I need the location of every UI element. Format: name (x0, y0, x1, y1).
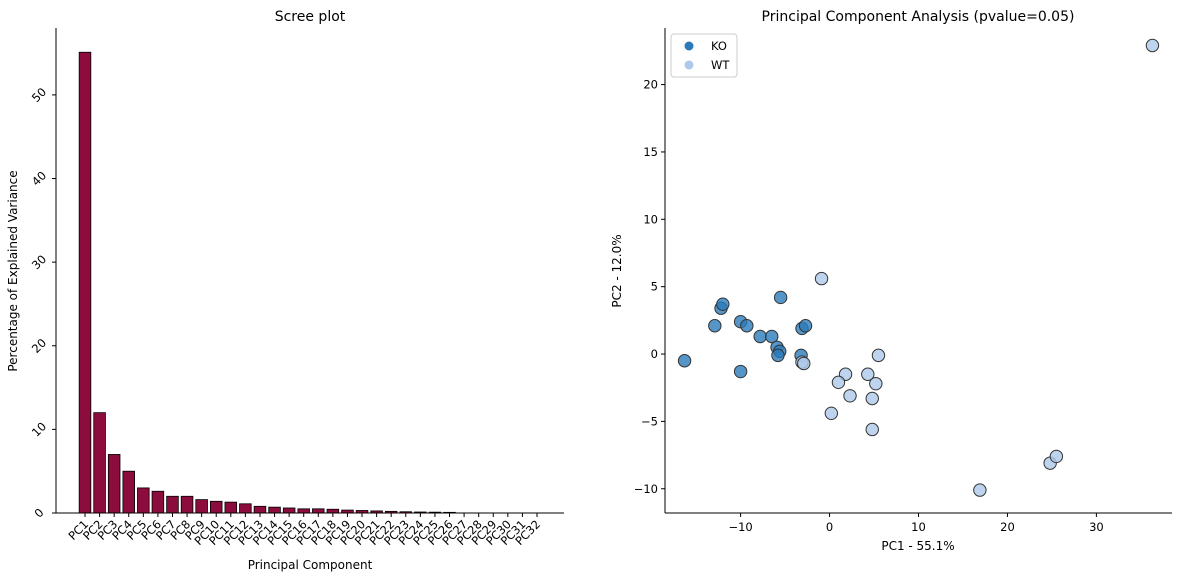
point-wt (871, 348, 886, 363)
pca-plot-panel: Principal Component Analysis (pvalue=0.0… (610, 9, 1172, 553)
pca-title: Principal Component Analysis (pvalue=0.0… (762, 9, 1075, 25)
scree-ytick-label: 10 (29, 419, 49, 439)
pca-ytick-label: 20 (643, 78, 658, 92)
pca-xtick-label: −10 (728, 520, 752, 534)
legend-wt-marker (684, 60, 694, 70)
scree-ytick-label: 20 (29, 336, 49, 356)
pca-ytick-label: 15 (643, 145, 658, 159)
point-wt (973, 483, 987, 497)
bar-pc12 (239, 503, 252, 514)
point-wt (869, 376, 883, 391)
point-ko (740, 319, 754, 333)
pca-xtick-label: 30 (1089, 520, 1104, 534)
point-wt (1049, 449, 1064, 464)
bar-pc7 (166, 495, 179, 514)
bar-pc13 (253, 505, 267, 514)
scree-ytick-label: 30 (29, 252, 49, 272)
point-ko (798, 319, 813, 333)
point-ko (733, 364, 748, 379)
point-ko (708, 319, 722, 333)
pca-ytick-label: 10 (643, 212, 658, 226)
pca-ytick-label: 0 (651, 347, 658, 361)
bar-pc3 (107, 454, 121, 514)
bar-pc10 (209, 500, 223, 514)
scree-ylabel: Percentage of Explained Variance (6, 170, 20, 371)
scree-plot-panel: Scree plot Principal Component Percentag… (6, 9, 564, 572)
bar-pc6 (151, 490, 165, 514)
pca-ytick-label: −10 (634, 482, 658, 496)
bar-pc16 (297, 508, 310, 514)
bar-pc14 (268, 506, 281, 514)
pca-legend: KO WT (670, 33, 738, 78)
point-wt (865, 422, 879, 437)
point-ko (773, 290, 788, 305)
point-wt (843, 389, 857, 403)
scree-ytick-label: 40 (29, 168, 49, 188)
point-wt (814, 271, 829, 286)
pca-ytick-label: 5 (651, 280, 658, 294)
scree-bars (78, 51, 456, 514)
point-wt (797, 356, 811, 371)
scree-title: Scree plot (275, 9, 346, 25)
point-ko (753, 329, 767, 344)
point-wt (861, 367, 875, 381)
point-ko (716, 297, 730, 311)
point-ko (677, 354, 692, 368)
pca-xtick-label: 20 (1000, 520, 1015, 534)
bar-pc9 (195, 499, 208, 514)
pca-ytick-label: −5 (641, 414, 658, 428)
bar-pc15 (282, 507, 296, 514)
legend-ko-marker (684, 41, 694, 51)
bar-pc8 (180, 495, 194, 514)
bar-pc18 (326, 508, 340, 514)
bar-pc4 (122, 470, 135, 514)
pca-xtick-label: 0 (826, 520, 833, 534)
point-wt (831, 375, 846, 390)
scree-ytick-label: 0 (31, 505, 46, 520)
point-wt (865, 391, 879, 406)
scree-xlabel: Principal Component (248, 558, 373, 572)
scree-ticks: PC1PC2PC3PC4PC5PC6PC7PC8PC9PC10PC11PC12P… (29, 85, 543, 548)
bar-pc1 (78, 51, 92, 514)
scree-ytick-label: 50 (29, 85, 49, 105)
pca-xlabel: PC1 - 55.1% (881, 539, 954, 553)
bar-pc2 (93, 412, 106, 514)
pca-points (677, 38, 1160, 497)
bar-pc17 (312, 508, 325, 514)
point-wt (1145, 38, 1160, 53)
bar-pc11 (224, 501, 238, 514)
pca-ylabel: PC2 - 12.0% (610, 234, 624, 307)
legend-ko-label: KO (711, 39, 727, 53)
legend-wt-label: WT (711, 58, 730, 72)
point-wt (824, 406, 839, 421)
point-ko (765, 329, 779, 344)
pca-ticks: −10 0 10 20 30 −10 −5 0 5 10 15 20 (634, 78, 1104, 534)
bar-pc5 (137, 487, 150, 514)
point-ko (771, 348, 785, 363)
pca-xtick-label: 10 (911, 520, 926, 534)
